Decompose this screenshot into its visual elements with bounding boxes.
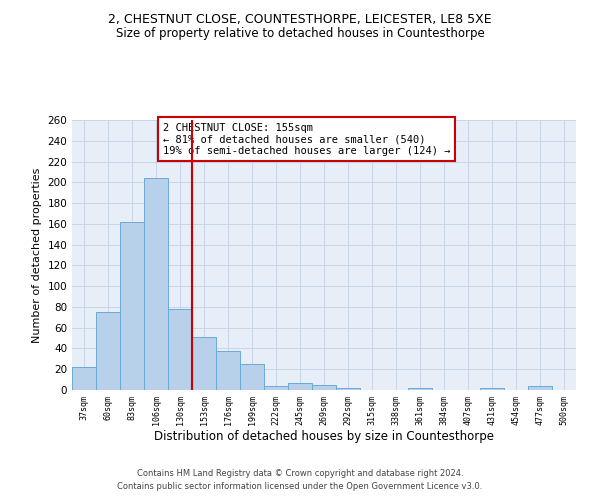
Text: 2, CHESTNUT CLOSE, COUNTESTHORPE, LEICESTER, LE8 5XE: 2, CHESTNUT CLOSE, COUNTESTHORPE, LEICES…	[108, 12, 492, 26]
Bar	[288, 382, 312, 390]
Text: Size of property relative to detached houses in Countesthorpe: Size of property relative to detached ho…	[116, 28, 484, 40]
Bar	[216, 350, 240, 390]
Text: Contains HM Land Registry data © Crown copyright and database right 2024.: Contains HM Land Registry data © Crown c…	[137, 468, 463, 477]
Bar	[480, 388, 504, 390]
Bar	[120, 222, 144, 390]
Bar	[192, 337, 216, 390]
Bar	[408, 388, 432, 390]
Bar	[168, 309, 192, 390]
X-axis label: Distribution of detached houses by size in Countesthorpe: Distribution of detached houses by size …	[154, 430, 494, 444]
Bar	[96, 312, 120, 390]
Bar	[312, 385, 336, 390]
Bar	[528, 386, 552, 390]
Text: 2 CHESTNUT CLOSE: 155sqm
← 81% of detached houses are smaller (540)
19% of semi-: 2 CHESTNUT CLOSE: 155sqm ← 81% of detach…	[163, 122, 450, 156]
Text: Contains public sector information licensed under the Open Government Licence v3: Contains public sector information licen…	[118, 482, 482, 491]
Bar	[144, 178, 168, 390]
Bar	[240, 364, 264, 390]
Bar	[264, 386, 288, 390]
Y-axis label: Number of detached properties: Number of detached properties	[32, 168, 42, 342]
Bar	[336, 388, 360, 390]
Bar	[72, 367, 96, 390]
